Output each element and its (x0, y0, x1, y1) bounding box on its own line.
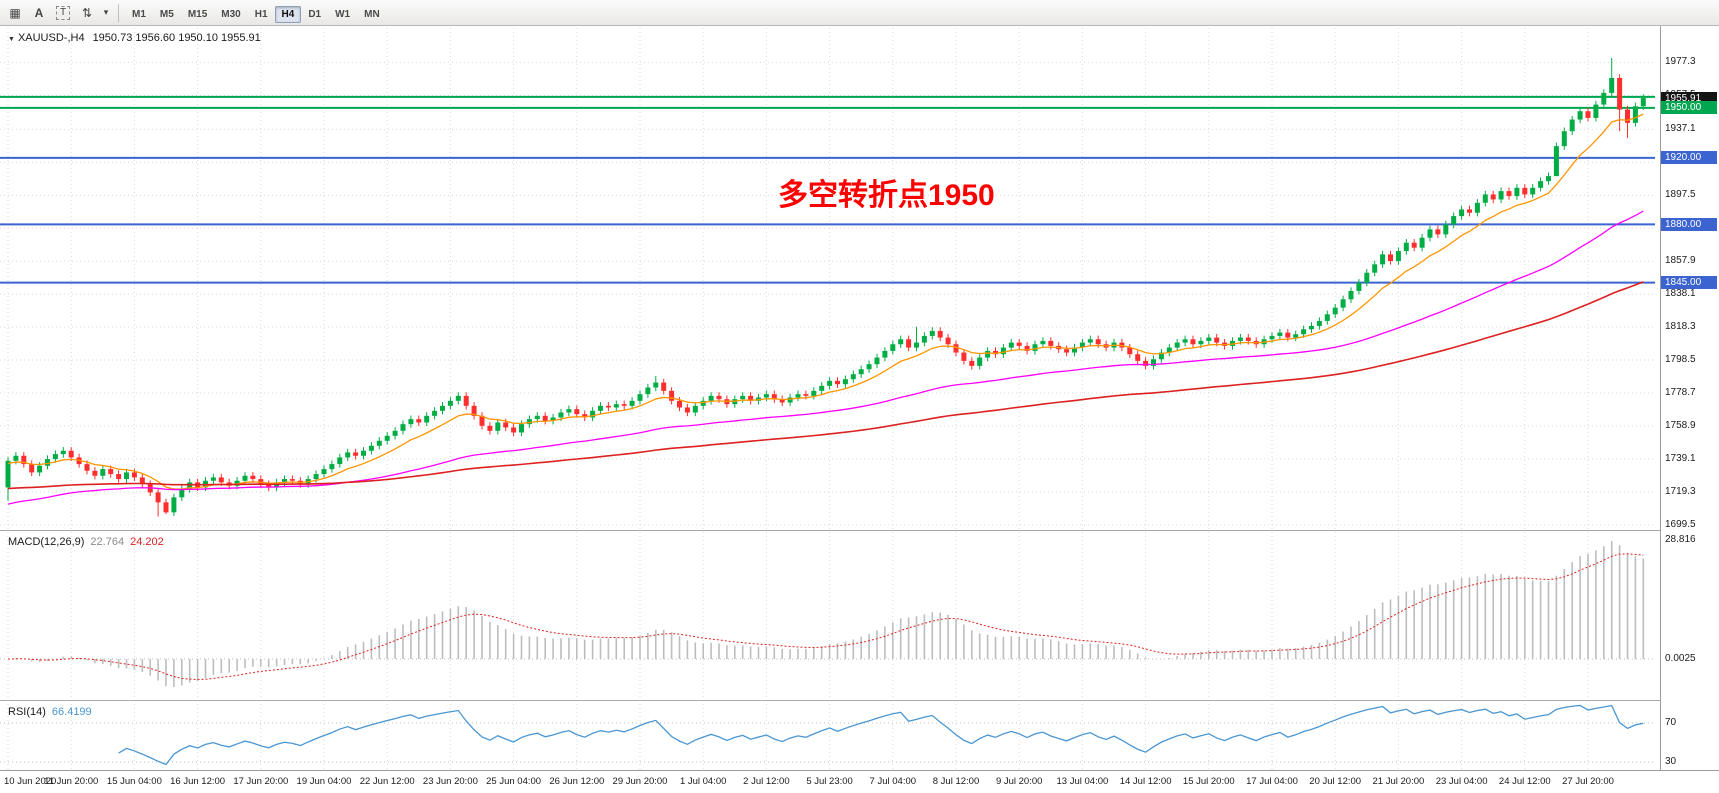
price-tick-label: 1937.1 (1665, 123, 1696, 135)
time-axis[interactable]: 10 Jun 2020 11 Jun 20:00 15 Jun 04:00 16 Ju… (0, 770, 1719, 793)
timeframe-D1-button[interactable]: D1 (308, 8, 322, 20)
timeframe-H1-button[interactable]: H1 (254, 8, 268, 20)
symbol-name: XAUUSD-,H4 (17, 32, 85, 44)
timeframe-W1-button[interactable]: W1 (335, 8, 351, 20)
ohlc-values: 1950.73 1956.60 1950.10 1955.91 (92, 32, 261, 44)
time-axis-label: 10 Jun 2020 (4, 776, 57, 787)
price-marker-1955.91: 1955.91 (1661, 91, 1717, 105)
rsi-level-70-label: 70 (1665, 717, 1677, 728)
price-tick-label: 1897.5 (1665, 189, 1696, 201)
rsi-indicator-label: RSI(14) 66.4199 (8, 706, 92, 718)
price-axis-border (1660, 26, 1661, 770)
time-axis-label: 9 Jul 20:00 (995, 776, 1043, 787)
time-axis-label: 16 Jun 12:00 (170, 776, 226, 787)
time-axis-label: 15 Jul 20:00 (1182, 776, 1235, 787)
price-tick-label: 1758.9 (1665, 419, 1696, 431)
text-box-icon[interactable]: T (52, 2, 74, 24)
price-marker-1950.00: 1950.00 (1661, 101, 1717, 115)
timeframe-M15-button[interactable]: M15 (187, 8, 208, 20)
price-tick-label: 1778.7 (1665, 387, 1696, 398)
macd-signal-value: 24.202 (130, 536, 164, 548)
price-tick-label: 1977.3 (1665, 56, 1696, 68)
macd-indicator-label: MACD(12,26,9) 22.764 24.202 (8, 536, 164, 548)
panel-separator-macd-rsi[interactable] (0, 700, 1719, 701)
time-axis-label: 17 Jul 04:00 (1246, 776, 1298, 787)
chart-grid-icon[interactable]: ▦ (9, 5, 21, 20)
time-axis-label: 11 Jun 20:00 (44, 776, 99, 787)
toolbar-separator (118, 3, 119, 22)
timeframe-group: M1 M5 M15 M30 H1 H4 D1 W1 MN (125, 4, 387, 23)
price-tick-label: 1798.5 (1665, 354, 1696, 366)
collapse-triangle-icon[interactable]: ▼ (8, 36, 15, 43)
time-axis-label: 5 Jul 23:00 (806, 776, 853, 787)
chart-canvas[interactable] (0, 26, 1719, 793)
rsi-level-30-label: 30 (1665, 756, 1677, 767)
time-axis-label: 1 Jul 04:00 (679, 776, 727, 787)
time-axis-label: 23 Jul 04:00 (1435, 776, 1488, 787)
chart-title: ▼ XAUUSD-,H4 1950.73 1956.60 1950.10 1955.… (8, 32, 261, 44)
time-axis-label: 15 Jun 04:00 (106, 776, 162, 787)
time-axis-label: 22 Jun 12:00 (359, 776, 415, 787)
price-marker-1845.00: 1845.00 (1661, 276, 1717, 290)
price-tick-label: 1699.5 (1665, 518, 1696, 530)
timeframe-M30-button[interactable]: M30 (221, 8, 241, 20)
time-axis-label: 23 Jun 20:00 (422, 776, 478, 787)
chart-annotation-text[interactable]: 多空转折点1950 (778, 179, 995, 212)
time-axis-label: 13 Jul 04:00 (1056, 776, 1109, 787)
price-marker-1920.00: 1920.00 (1661, 151, 1717, 165)
timeframe-M1-button[interactable]: M1 (132, 8, 146, 20)
rsi-value: 66.4199 (51, 706, 92, 718)
timeframe-M5-button[interactable]: M5 (159, 8, 174, 20)
price-axis[interactable]: 28.816 0.0025 70 30 1977.31957.51937.119… (1661, 26, 1719, 793)
price-marker-1880.00: 1880.00 (1661, 217, 1717, 231)
time-axis-label: 26 Jun 12:00 (549, 776, 605, 787)
chart-region: ▼ XAUUSD-,H4 1950.73 1956.60 1950.10 1955.… (0, 26, 1719, 793)
rsi-name: RSI(14) (8, 706, 46, 718)
scale-toggle-icon[interactable]: ⇅ (81, 5, 93, 20)
timeframe-MN-button[interactable]: MN (364, 8, 380, 20)
dropdown-arrow-icon[interactable]: ▾ (103, 7, 109, 17)
macd-axis-zero-label: 0.0025 (1665, 653, 1696, 664)
macd-axis-top-label: 28.816 (1665, 534, 1696, 545)
time-axis-label: 27 Jul 20:00 (1562, 776, 1614, 787)
toolbar: ▦ A T ⇅ ▾ M1 M5 M15 M30 H1 H4 D1 W1 MN (0, 0, 1719, 26)
time-axis-label: 14 Jul 12:00 (1119, 776, 1172, 787)
time-axis-label: 25 Jun 04:00 (486, 776, 542, 787)
time-axis-label: 2 Jul 12:00 (743, 776, 790, 787)
time-axis-label: 19 Jun 04:00 (296, 776, 352, 787)
text-label-icon[interactable]: A (34, 5, 44, 20)
time-axis-label: 21 Jul 20:00 (1372, 776, 1425, 787)
price-tick-label: 1857.9 (1665, 255, 1696, 267)
text-box-glyph: T (55, 5, 71, 20)
time-axis-label: 24 Jul 12:00 (1498, 776, 1551, 787)
time-axis-label: 7 Jul 04:00 (869, 776, 917, 787)
time-axis-label: 20 Jul 12:00 (1309, 776, 1362, 787)
price-tick-label: 1739.1 (1665, 452, 1696, 464)
macd-name: MACD(12,26,9) (8, 536, 85, 548)
time-axis-label: 29 Jun 20:00 (612, 776, 668, 787)
price-tick-label: 1838.1 (1665, 288, 1696, 300)
panel-separator-main-macd[interactable] (0, 530, 1719, 531)
time-axis-label: 8 Jul 12:00 (932, 776, 980, 787)
time-axis-label: 17 Jun 20:00 (233, 776, 289, 787)
price-tick-label: 1818.3 (1665, 321, 1696, 333)
macd-main-value: 22.764 (90, 536, 125, 548)
timeframe-H4-button[interactable]: H4 (274, 5, 302, 23)
price-tick-label: 1719.3 (1665, 485, 1696, 497)
